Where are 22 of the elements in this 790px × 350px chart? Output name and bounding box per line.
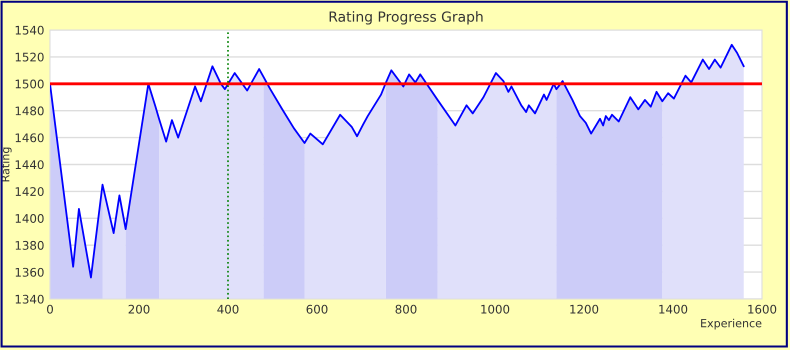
- x-tick-label: 400: [217, 304, 238, 314]
- x-axis-title: Experience: [701, 318, 762, 330]
- y-tick-label: 1460: [16, 133, 44, 142]
- y-tick-label: 1360: [16, 268, 44, 277]
- chart-title: Rating Progress Graph: [330, 11, 483, 25]
- x-tick-label: 1000: [481, 304, 510, 314]
- y-tick-label: 1480: [16, 106, 44, 116]
- x-tick-label: 600: [306, 304, 328, 314]
- y-tick-label: 1340: [16, 294, 44, 304]
- x-tick-label: 1200: [570, 304, 598, 314]
- y-tick-label: 1420: [16, 187, 44, 196]
- x-tick-label: 1400: [659, 304, 688, 314]
- y-tick-label: 1520: [16, 52, 44, 62]
- x-tick-label: 200: [128, 304, 150, 314]
- y-tick-label: 1400: [16, 214, 44, 223]
- y-tick-label: 1540: [16, 26, 44, 35]
- x-tick-label: 800: [396, 304, 416, 314]
- y-tick-label: 1380: [16, 240, 44, 250]
- x-tick-label: 0: [47, 304, 53, 314]
- x-tick-label: 1600: [748, 304, 776, 314]
- y-tick-label: 1440: [16, 160, 44, 170]
- y-tick-label: 1500: [16, 80, 44, 88]
